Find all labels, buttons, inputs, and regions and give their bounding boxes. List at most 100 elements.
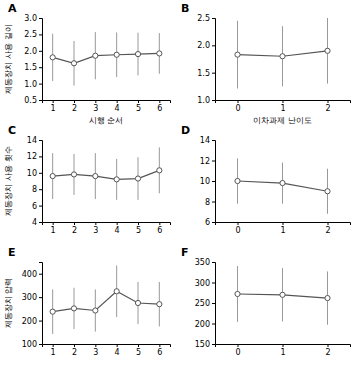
axis-line [43,223,171,226]
tick: 4 [32,218,42,227]
y-axis: 1.01.52.02.5 [197,14,215,105]
tick: 2.5 [24,30,42,39]
tick-label: 8 [205,198,210,207]
point [280,180,285,185]
tick-mark [159,344,160,347]
tick-mark [212,262,215,263]
point [235,291,240,296]
tick-mark [283,100,284,103]
tick-label: 6 [32,202,37,211]
tick: 3 [93,222,98,235]
tick: 6 [157,344,162,357]
tick: 2 [72,100,77,113]
tick: 4 [115,222,120,235]
tick-label: 5 [136,104,141,113]
tick-label: 1.5 [24,63,37,72]
tick: 2.0 [24,47,42,56]
line [53,170,160,179]
tick: 0 [235,100,240,113]
plot-area [50,266,162,334]
x-axis-title: 이차과제 난이도 [253,116,312,125]
tick-mark [39,206,42,207]
tick-mark [212,344,215,345]
tick: 250 [195,299,215,308]
tick-label: 2 [325,104,330,113]
tick: 400 [22,270,42,279]
axis-line [212,263,216,345]
tick-label: 150 [195,340,210,349]
tick-label: 12 [27,152,37,161]
point [135,176,140,181]
point [157,168,162,173]
tick: 10 [200,177,215,186]
tick-label: 0 [235,104,240,113]
y-axis: 100200300400 [22,263,43,350]
tick: 6 [205,218,215,227]
panel: 01268101214D [181,124,351,235]
chart: 1234560.51.01.52.02.53.0A제동장치 사용 길이시행 순서… [0,0,361,374]
x-axis: 012 [216,344,351,357]
tick-label: 14 [27,136,37,145]
tick-mark [74,344,75,347]
tick-mark [39,156,42,157]
x-axis: 123456 [43,100,171,113]
tick: 1 [51,100,56,113]
tick: 14 [200,136,215,145]
point [71,306,76,311]
panel: 1234560.51.01.52.02.53.0A제동장치 사용 길이시행 순서 [4,2,171,125]
tick-label: 1 [280,104,285,113]
tick-label: 0 [235,226,240,235]
tick-mark [39,67,42,68]
tick: 1.5 [197,69,215,78]
tick-mark [39,84,42,85]
tick: 100 [22,340,42,349]
axis-line [216,345,351,348]
plot-area [50,147,162,199]
tick: 1.0 [197,96,215,105]
tick-label: 3.0 [24,14,37,23]
panel: 012150200250300350F [181,246,351,357]
tick-label: 300 [22,293,37,302]
tick-label: 2 [325,226,330,235]
tick-mark [39,51,42,52]
tick-label: 2 [325,348,330,357]
tick-label: 100 [22,340,37,349]
tick-label: 2.0 [24,47,37,56]
point [135,51,140,56]
tick: 150 [195,340,215,349]
tick-mark [283,344,284,347]
tick-label: 250 [195,299,210,308]
tick-label: 4 [32,218,37,227]
tick-mark [53,100,54,103]
tick: 1.5 [24,63,42,72]
tick-label: 12 [200,157,210,166]
tick: 6 [157,222,162,235]
tick: 4 [115,100,120,113]
point [114,177,119,182]
tick-mark [39,140,42,141]
panel-label: C [8,124,16,137]
tick-label: 3 [93,348,98,357]
point [114,289,119,294]
tick-mark [117,100,118,103]
point [325,295,330,300]
tick-label: 2.0 [197,41,210,50]
tick-mark [53,344,54,347]
point [114,52,119,57]
tick-label: 10 [200,177,210,186]
panel-label: A [8,2,17,15]
axis-line [212,19,216,101]
tick-label: 6 [157,104,162,113]
tick-mark [39,297,42,298]
tick: 4 [115,344,120,357]
tick-mark [212,181,215,182]
x-axis: 012 [216,222,351,235]
panel-label: B [181,2,189,15]
y-axis: 150200250300350 [195,258,216,349]
tick-label: 2 [72,348,77,357]
tick-mark [238,100,239,103]
tick-mark [138,344,139,347]
tick: 12 [200,157,215,166]
tick: 5 [136,222,141,235]
tick-mark [212,45,215,46]
